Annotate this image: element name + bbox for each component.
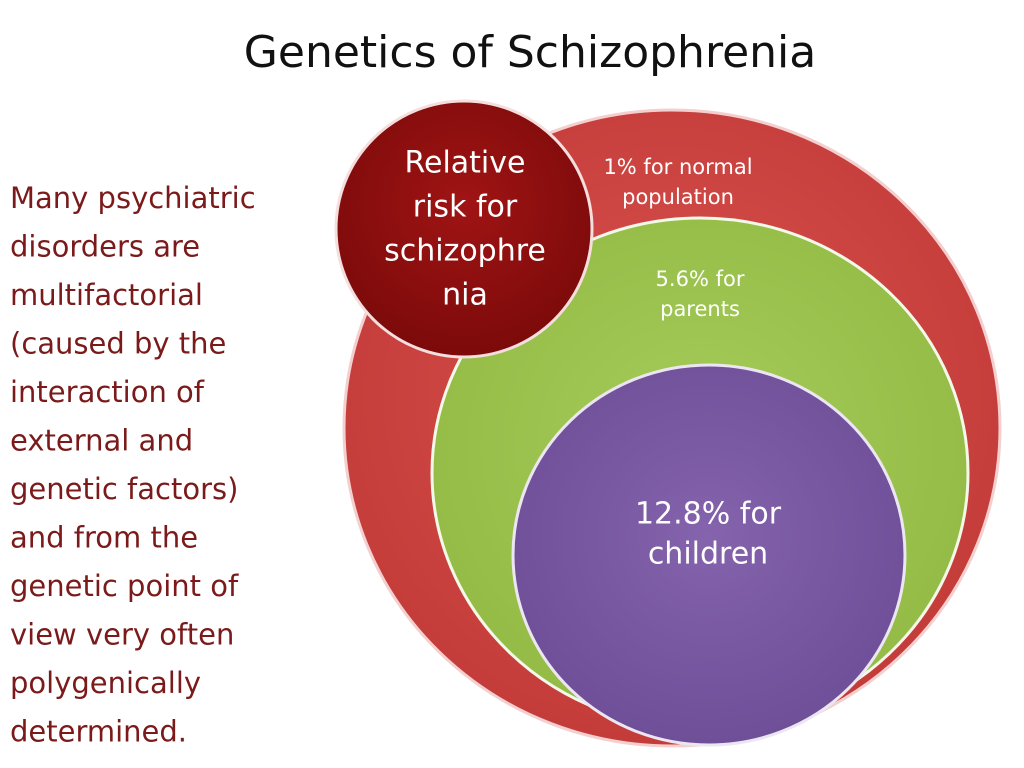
middle-circle-text: 5.6% for bbox=[656, 267, 745, 291]
outer-circle-text: population bbox=[622, 185, 734, 209]
body-text-line: external and bbox=[10, 424, 193, 458]
label-circle-text: schizophre bbox=[384, 234, 546, 269]
body-text: Many psychiatric disorders are multifactor… bbox=[10, 181, 256, 749]
body-text-line: polygenically bbox=[10, 666, 201, 700]
body-text-line: (caused by the bbox=[10, 327, 226, 361]
label-circle-text: Relative bbox=[405, 146, 526, 181]
body-text-line: multifactorial bbox=[10, 278, 203, 312]
outer-circle-text: 1% for normal bbox=[603, 155, 752, 179]
label-circle-text: risk for bbox=[413, 190, 518, 225]
middle-circle-text: parents bbox=[660, 297, 740, 321]
inner-circle-text: children bbox=[648, 537, 768, 572]
label-circle bbox=[334, 99, 594, 359]
circle-labels: Relative risk for schizophre nia 1% for norm… bbox=[384, 146, 782, 572]
body-text-line: and from the bbox=[10, 521, 198, 555]
body-text-line: genetic point of bbox=[10, 569, 239, 603]
slide-title: Genetics of Schizophrenia bbox=[244, 27, 816, 78]
body-text-line: genetic factors) bbox=[10, 472, 238, 506]
body-text-line: determined. bbox=[10, 715, 187, 749]
inner-circle-text: 12.8% for bbox=[635, 497, 782, 532]
inner-circle bbox=[511, 363, 907, 747]
body-text-line: view very often bbox=[10, 618, 234, 652]
body-text-line: Many psychiatric bbox=[10, 181, 256, 215]
body-text-line: disorders are bbox=[10, 230, 200, 264]
body-text-line: interaction of bbox=[10, 375, 205, 409]
label-circle-text: nia bbox=[442, 278, 488, 313]
